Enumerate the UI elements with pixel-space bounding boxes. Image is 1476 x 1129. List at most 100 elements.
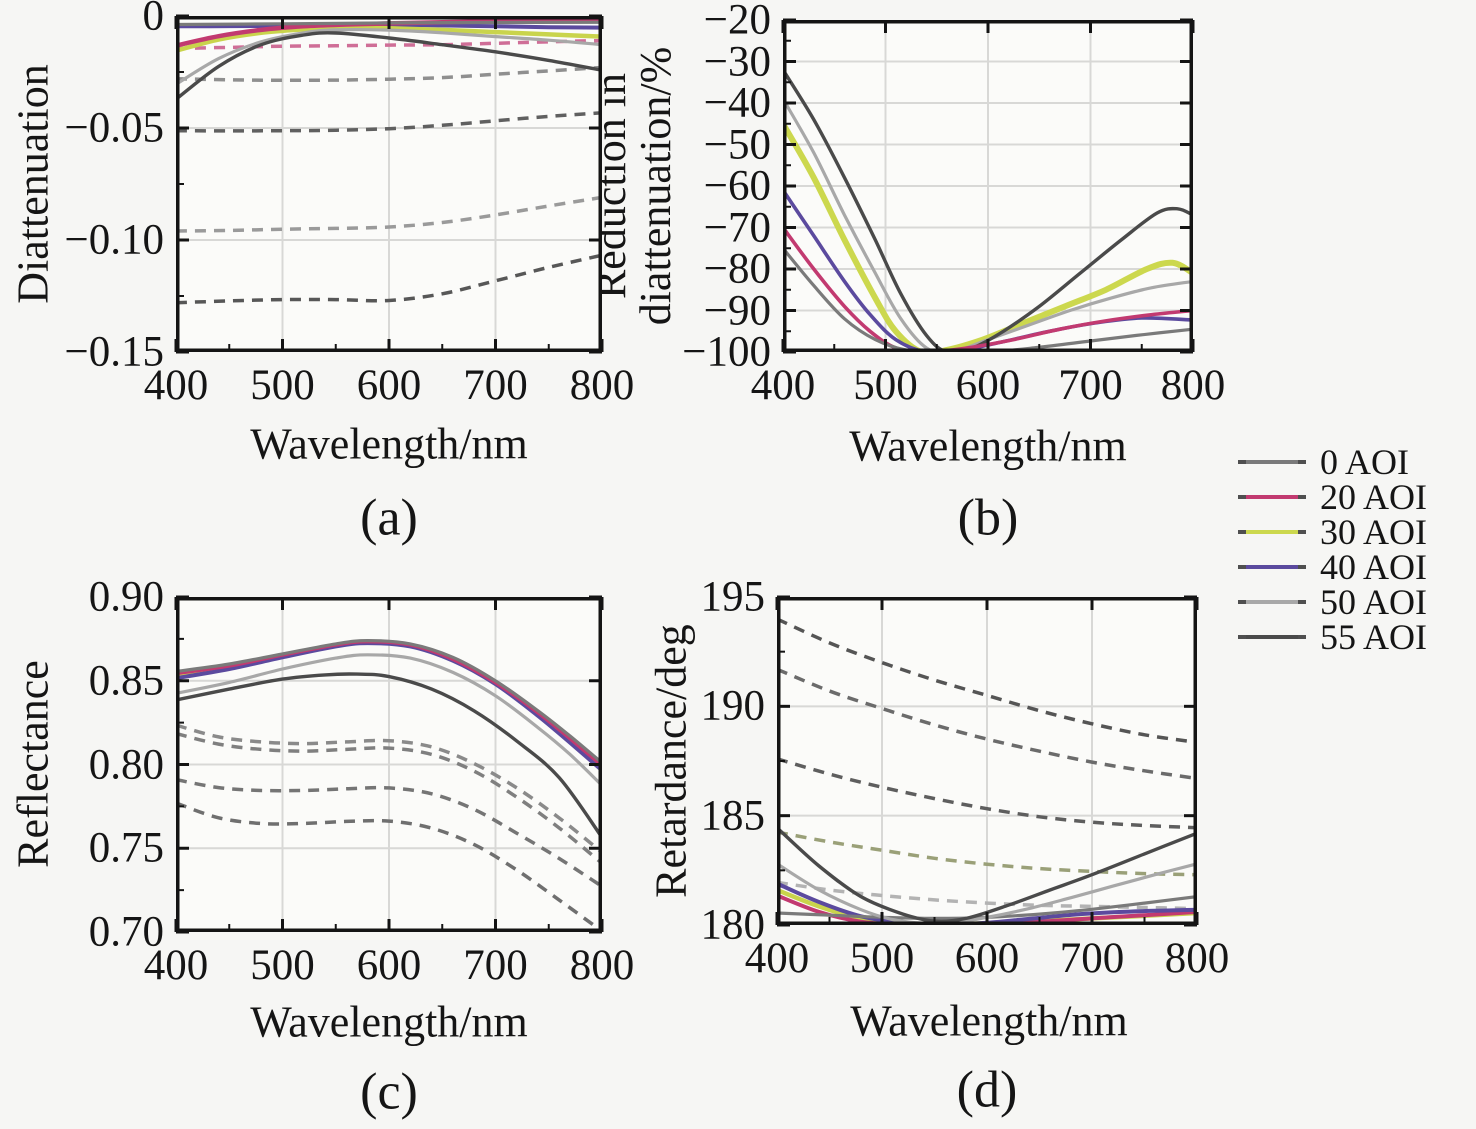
panel-c-xtick-label: 400 xyxy=(143,942,209,989)
panel-c-plot xyxy=(174,595,604,934)
legend-line-sample xyxy=(1238,634,1306,639)
legend-line-sample xyxy=(1238,564,1306,569)
panel-b-xtick-label: 400 xyxy=(750,362,816,409)
panel-c-ytick-label: 0.80 xyxy=(88,741,164,788)
panel-d-xtick-label: 500 xyxy=(849,935,915,982)
panel-b-plot xyxy=(781,18,1195,354)
legend-line-sample xyxy=(1238,599,1306,604)
panel-a-xtick-label: 700 xyxy=(463,362,528,409)
legend-label: 50 AOI xyxy=(1320,581,1427,622)
panel-b-ytick-label: −100 xyxy=(682,328,771,376)
panel-b-ytick-label: −50 xyxy=(703,121,771,168)
panel-b-ytick-label: −40 xyxy=(703,79,771,127)
panel-b-xlabel: Wavelength/nm xyxy=(849,421,1127,471)
series-50-aoi-line xyxy=(176,28,602,86)
legend-item: 20 AOI xyxy=(1238,479,1427,515)
panel-a-ytick-label: −0.15 xyxy=(64,328,164,376)
series-30-aoi-uncompensated-line xyxy=(176,65,602,83)
series-50-aoi-uncompensated-line xyxy=(176,195,602,233)
panel-d-plot xyxy=(775,595,1199,927)
panel-b-xtick-label: 600 xyxy=(955,362,1021,409)
panel-a-plot xyxy=(174,14,604,354)
panel-a-xtick-label: 400 xyxy=(143,362,209,409)
series-55-aoi-line xyxy=(176,672,602,839)
panel-a-xtick-label: 500 xyxy=(250,362,315,409)
panel-d-xtick-label: 600 xyxy=(954,935,1020,982)
panel-c-ytick-label: 0.70 xyxy=(88,908,164,956)
series-50-aoi-line xyxy=(783,98,1193,352)
panel-b-ytick-label: −30 xyxy=(703,38,771,85)
panel-a-xtick-label: 600 xyxy=(356,362,422,409)
panel-c-xtick-label: 700 xyxy=(463,942,528,989)
series-55-aoi-uncompensated-line xyxy=(176,253,602,305)
panel-c-ytick-label: 0.85 xyxy=(88,657,164,705)
panel-d-ytick-label: 190 xyxy=(700,682,766,730)
panel-b-ytick-label: −20 xyxy=(703,0,771,44)
panel-b-xtick-label: 500 xyxy=(853,362,918,409)
panel-d-ytick-label: 180 xyxy=(700,901,766,949)
panel-c-ytick-label: 0.90 xyxy=(88,573,164,621)
panel-a-ytick-label: −0.10 xyxy=(64,216,164,264)
panel-b-ytick-label: −90 xyxy=(703,287,771,334)
series-55-aoi-line xyxy=(777,826,1197,924)
panel-c-letter: (c) xyxy=(360,1063,418,1121)
panel-b-xtick-label: 700 xyxy=(1058,362,1123,409)
legend-line-sample xyxy=(1238,494,1306,499)
legend-label: 55 AOI xyxy=(1320,616,1427,657)
panel-b-xtick-label: 800 xyxy=(1160,362,1226,409)
series-50-aoi-uncompensated-line xyxy=(176,801,602,932)
series-55-aoi-uncompensated-line xyxy=(777,617,1197,745)
panel-a-ytick-label: 0 xyxy=(142,0,165,40)
panel-d-xtick-label: 800 xyxy=(1164,935,1230,982)
legend-label: 40 AOI xyxy=(1320,546,1427,587)
panel-c-xtick-label: 800 xyxy=(569,942,635,989)
panel-a-ytick-label: −0.05 xyxy=(64,104,164,152)
panel-d-xlabel: Wavelength/nm xyxy=(850,996,1128,1046)
series-40-aoi-uncompensated-line xyxy=(176,111,602,133)
series-30-aoi-uncompensated-line xyxy=(777,830,1197,877)
panel-c-xtick-label: 500 xyxy=(250,942,315,989)
legend-item: 40 AOI xyxy=(1238,546,1427,587)
legend-item: 0 AOI xyxy=(1238,441,1427,482)
legend-item: 50 AOI xyxy=(1238,581,1427,622)
legend-line-sample xyxy=(1238,459,1306,464)
panel-a-xlabel: Wavelength/nm xyxy=(250,419,528,469)
panel-a-letter: (a) xyxy=(360,489,418,547)
series-30-aoi-line xyxy=(783,122,1193,352)
panel-d-ytick-label: 185 xyxy=(700,792,766,840)
panel-d-ytick-label: 195 xyxy=(700,573,766,621)
series-0-aoi-line xyxy=(176,638,602,765)
panel-d-xtick-label: 700 xyxy=(1059,935,1125,982)
series-40-aoi-uncompensated-line xyxy=(777,757,1197,830)
legend-line-sample xyxy=(1238,529,1306,534)
series-30-aoi-uncompensated-line xyxy=(176,731,602,865)
legend-label: 30 AOI xyxy=(1320,511,1427,552)
legend-label: 0 AOI xyxy=(1320,441,1409,482)
panel-d-ylabel: Retardance/deg xyxy=(646,624,696,898)
panel-c-xlabel: Wavelength/nm xyxy=(250,997,528,1047)
series-40-aoi-uncompensated-line xyxy=(176,777,602,888)
legend-item: 55 AOI xyxy=(1238,616,1427,657)
series-20-aoi-uncompensated-line xyxy=(176,723,602,854)
series-20-aoi-uncompensated-line xyxy=(176,38,602,51)
panel-c-ylabel: Reflectance xyxy=(8,660,58,868)
series-50-aoi-line xyxy=(176,653,602,787)
series-50-aoi-line xyxy=(777,862,1197,925)
series-0-aoi-line xyxy=(783,247,1193,352)
panel-d-xtick-label: 400 xyxy=(744,935,810,982)
series-50-aoi-uncompensated-line xyxy=(777,667,1197,781)
panel-b-ylabel: Reduction in diattenuation/% xyxy=(586,46,680,326)
panel-c-ytick-label: 0.75 xyxy=(88,824,164,872)
legend-item: 30 AOI xyxy=(1238,511,1427,552)
series-30-aoi-line xyxy=(176,25,602,53)
panel-b-ytick-label: −60 xyxy=(703,162,771,210)
panel-a-ylabel: Diattenuation xyxy=(8,64,58,304)
legend: 0 AOI 20 AOI 30 AOI 40 AOI 50 AOI 55 AOI xyxy=(1238,441,1427,657)
panel-b-ytick-label: −70 xyxy=(703,204,771,251)
panel-b-letter: (b) xyxy=(957,489,1019,547)
panel-c-xtick-label: 600 xyxy=(356,942,422,989)
series-20-aoi-uncompensated-line xyxy=(777,880,1197,911)
panel-d-letter: (d) xyxy=(956,1061,1018,1119)
panel-a-xtick-label: 800 xyxy=(569,362,635,409)
